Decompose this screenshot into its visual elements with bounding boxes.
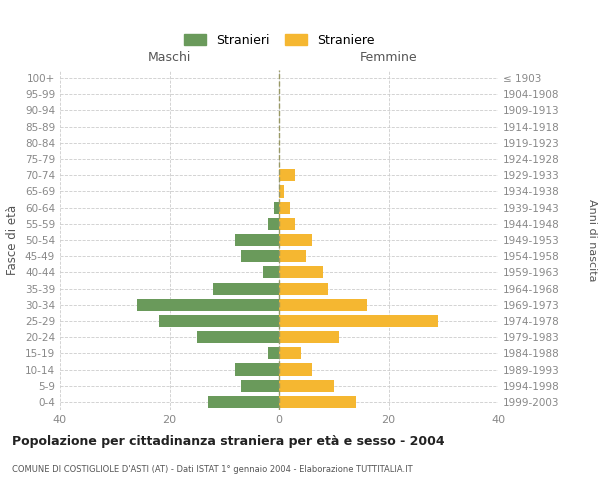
- Bar: [241, 250, 279, 262]
- Bar: [268, 348, 279, 360]
- Bar: [274, 202, 279, 213]
- Bar: [279, 298, 367, 311]
- Bar: [214, 282, 279, 294]
- Text: Popolazione per cittadinanza straniera per età e sesso - 2004: Popolazione per cittadinanza straniera p…: [12, 435, 445, 448]
- Bar: [268, 218, 279, 230]
- Bar: [279, 315, 438, 327]
- Bar: [241, 380, 279, 392]
- Bar: [279, 282, 328, 294]
- Bar: [235, 234, 279, 246]
- Bar: [279, 348, 301, 360]
- Bar: [279, 380, 334, 392]
- Bar: [279, 364, 312, 376]
- Bar: [279, 234, 312, 246]
- Bar: [279, 218, 295, 230]
- Text: Anni di nascita: Anni di nascita: [587, 198, 597, 281]
- Bar: [279, 202, 290, 213]
- Bar: [158, 315, 279, 327]
- Bar: [279, 186, 284, 198]
- Bar: [263, 266, 279, 278]
- Bar: [279, 250, 307, 262]
- Text: Maschi: Maschi: [148, 50, 191, 64]
- Text: COMUNE DI COSTIGLIOLE D'ASTI (AT) - Dati ISTAT 1° gennaio 2004 - Elaborazione TU: COMUNE DI COSTIGLIOLE D'ASTI (AT) - Dati…: [12, 465, 413, 474]
- Bar: [279, 331, 339, 343]
- Bar: [208, 396, 279, 408]
- Bar: [279, 169, 295, 181]
- Bar: [279, 396, 356, 408]
- Bar: [235, 364, 279, 376]
- Y-axis label: Fasce di età: Fasce di età: [7, 205, 19, 275]
- Text: Femmine: Femmine: [359, 50, 418, 64]
- Bar: [137, 298, 279, 311]
- Bar: [279, 266, 323, 278]
- Legend: Stranieri, Straniere: Stranieri, Straniere: [179, 28, 380, 52]
- Bar: [197, 331, 279, 343]
